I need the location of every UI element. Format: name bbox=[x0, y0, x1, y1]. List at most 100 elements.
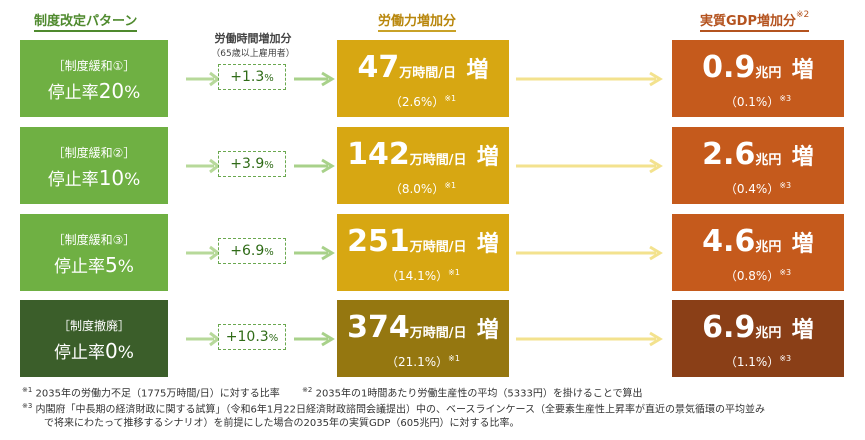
gdp-increase-main: 6.9兆円 増 bbox=[672, 311, 844, 351]
hours-increase-value: +10.3% bbox=[218, 324, 286, 350]
gdp-value: 2.6 bbox=[702, 137, 756, 172]
increase-mark: 増 bbox=[791, 58, 814, 83]
labor-increase-main: 374万時間/日 増 bbox=[337, 311, 509, 351]
footnote-1-mark: ※1 bbox=[22, 386, 33, 394]
footnote-3-text-2: で将来にわたって推移するシナリオ）を前提にした場合の2035年の実質GDP（60… bbox=[44, 417, 520, 429]
stop-rate-prefix: 停止率 bbox=[54, 343, 106, 363]
footnote-line-1: ※1 2035年の労働力不足（1775万時間/日）に対する比率 ※2 2035年… bbox=[22, 384, 862, 400]
labor-ratio-value: （14.1%） bbox=[386, 269, 449, 283]
hours-increase-number: +6.9 bbox=[230, 243, 265, 259]
increase-mark: 増 bbox=[791, 232, 814, 257]
gdp-increase-box: 0.9兆円 増 （0.1%）※3 bbox=[672, 40, 844, 117]
labor-hours-unit: 万時間/日 bbox=[409, 240, 467, 255]
gdp-ratio-value: （0.8%） bbox=[724, 269, 780, 283]
hours-increase-value: +1.3% bbox=[218, 64, 286, 90]
gdp-unit: 兆円 bbox=[755, 66, 782, 81]
pattern-header: 制度改定パターン bbox=[34, 10, 138, 32]
labor-hours-unit: 万時間/日 bbox=[409, 153, 467, 168]
stop-rate-unit: % bbox=[117, 343, 134, 363]
gdp-increase-box: 6.9兆円 増 （1.1%）※3 bbox=[672, 300, 844, 377]
gdp-increase-ratio: （0.8%）※3 bbox=[672, 267, 844, 284]
gdp-header-label: 実質GDP増加分 bbox=[700, 14, 796, 29]
gdp-ratio-mark: ※3 bbox=[779, 268, 792, 277]
labor-increase-ratio: （21.1%）※1 bbox=[337, 353, 509, 370]
gdp-ratio-value: （1.1%） bbox=[724, 355, 780, 369]
gdp-increase-ratio: （0.4%）※3 bbox=[672, 180, 844, 197]
arrow-icon bbox=[516, 71, 663, 87]
policy-label: ［制度撤廃］ bbox=[57, 319, 130, 333]
hours-increase-title: 労働時間増加分 bbox=[214, 32, 292, 45]
arrow-icon bbox=[294, 158, 335, 174]
labor-increase-main: 47万時間/日 増 bbox=[337, 51, 509, 91]
stop-rate-prefix: 停止率 bbox=[54, 257, 106, 277]
stop-rate-value: 20 bbox=[98, 79, 125, 103]
stop-rate-value: 5 bbox=[105, 253, 118, 277]
gdp-header: 実質GDP増加分※2 bbox=[700, 10, 810, 32]
labor-hours-unit: 万時間/日 bbox=[399, 66, 457, 81]
hours-increase-number: +3.9 bbox=[230, 156, 265, 172]
gdp-increase-ratio: （1.1%）※3 bbox=[672, 353, 844, 370]
arrow-icon bbox=[516, 245, 663, 261]
stop-rate: 停止率0% bbox=[20, 338, 168, 363]
arrow-icon bbox=[294, 71, 335, 87]
gdp-unit: 兆円 bbox=[755, 326, 782, 341]
gdp-ratio-value: （0.4%） bbox=[724, 182, 780, 196]
gdp-ratio-mark: ※3 bbox=[779, 354, 792, 363]
footnote-3-text-1: 内閣府「中長期の経済財政に関する試算」（令和6年1月22日経済財政諮問会議提出）… bbox=[35, 404, 765, 416]
labor-hours-value: 374 bbox=[347, 310, 410, 345]
labor-ratio-mark: ※1 bbox=[448, 268, 460, 277]
gdp-increase-main: 4.6兆円 増 bbox=[672, 225, 844, 265]
arrow-icon bbox=[516, 158, 663, 174]
labor-hours-value: 47 bbox=[357, 50, 400, 85]
footnotes: ※1 2035年の労働力不足（1775万時間/日）に対する比率 ※2 2035年… bbox=[22, 384, 862, 430]
labor-increase-box: 47万時間/日 増 （2.6%）※1 bbox=[337, 40, 509, 117]
labor-increase-main: 251万時間/日 増 bbox=[337, 225, 509, 265]
hours-increase-unit: % bbox=[264, 160, 274, 171]
hours-increase-unit: % bbox=[268, 333, 279, 344]
hours-increase-subtitle: （65歳以上雇用者） bbox=[211, 49, 295, 59]
stop-rate-unit: % bbox=[124, 83, 141, 103]
gdp-unit: 兆円 bbox=[755, 240, 782, 255]
gdp-header-mark: ※2 bbox=[796, 10, 810, 20]
gdp-ratio-value: （0.1%） bbox=[724, 95, 780, 109]
hours-increase-unit: % bbox=[264, 73, 274, 84]
labor-ratio-mark: ※1 bbox=[444, 94, 457, 103]
increase-mark: 増 bbox=[466, 58, 489, 83]
arrow-icon bbox=[294, 331, 335, 347]
stop-rate: 停止率10% bbox=[20, 165, 168, 190]
increase-mark: 増 bbox=[476, 318, 499, 343]
labor-increase-ratio: （14.1%）※1 bbox=[337, 267, 509, 284]
footnote-line-2: ※3 内閣府「中長期の経済財政に関する試算」（令和6年1月22日経済財政諮問会議… bbox=[22, 400, 862, 416]
hours-increase-value: +6.9% bbox=[218, 238, 286, 264]
labor-increase-ratio: （2.6%）※1 bbox=[337, 93, 509, 110]
pattern-row: ［制度撤廃］ 停止率0% +10.3% 374万時間/日 増 bbox=[0, 300, 865, 377]
gdp-increase-ratio: （0.1%）※3 bbox=[672, 93, 844, 110]
policy-box: ［制度緩和③］ 停止率5% bbox=[20, 214, 168, 291]
gdp-value: 4.6 bbox=[702, 224, 756, 259]
gdp-increase-box: 2.6兆円 増 （0.4%）※3 bbox=[672, 127, 844, 204]
policy-label: ［制度緩和①］ bbox=[52, 59, 136, 73]
stop-rate-prefix: 停止率 bbox=[47, 83, 99, 103]
gdp-increase-main: 0.9兆円 増 bbox=[672, 51, 844, 91]
stop-rate: 停止率5% bbox=[20, 252, 168, 277]
gdp-value: 0.9 bbox=[702, 50, 756, 85]
policy-label: ［制度緩和③］ bbox=[52, 233, 136, 247]
arrow-icon bbox=[294, 245, 335, 261]
labor-increase-box: 251万時間/日 増 （14.1%）※1 bbox=[337, 214, 509, 291]
footnote-2-mark: ※2 bbox=[302, 386, 313, 394]
stop-rate-unit: % bbox=[117, 257, 134, 277]
hours-increase-header: 労働時間増加分 （65歳以上雇用者） bbox=[205, 30, 301, 59]
stop-rate-value: 10 bbox=[98, 166, 125, 190]
stop-rate-value: 0 bbox=[105, 339, 118, 363]
labor-hours-value: 142 bbox=[347, 137, 410, 172]
policy-box: ［制度撤廃］ 停止率0% bbox=[20, 300, 168, 377]
hours-increase-number: +10.3 bbox=[225, 329, 269, 345]
increase-mark: 増 bbox=[476, 145, 499, 170]
policy-label: ［制度緩和②］ bbox=[52, 146, 136, 160]
stop-rate-unit: % bbox=[124, 170, 141, 190]
increase-mark: 増 bbox=[791, 145, 814, 170]
hours-increase-value: +3.9% bbox=[218, 151, 286, 177]
pattern-row: ［制度緩和①］ 停止率20% +1.3% 47万時間/日 増 bbox=[0, 40, 865, 117]
policy-box: ［制度緩和①］ 停止率20% bbox=[20, 40, 168, 117]
policy-box: ［制度緩和②］ 停止率10% bbox=[20, 127, 168, 204]
